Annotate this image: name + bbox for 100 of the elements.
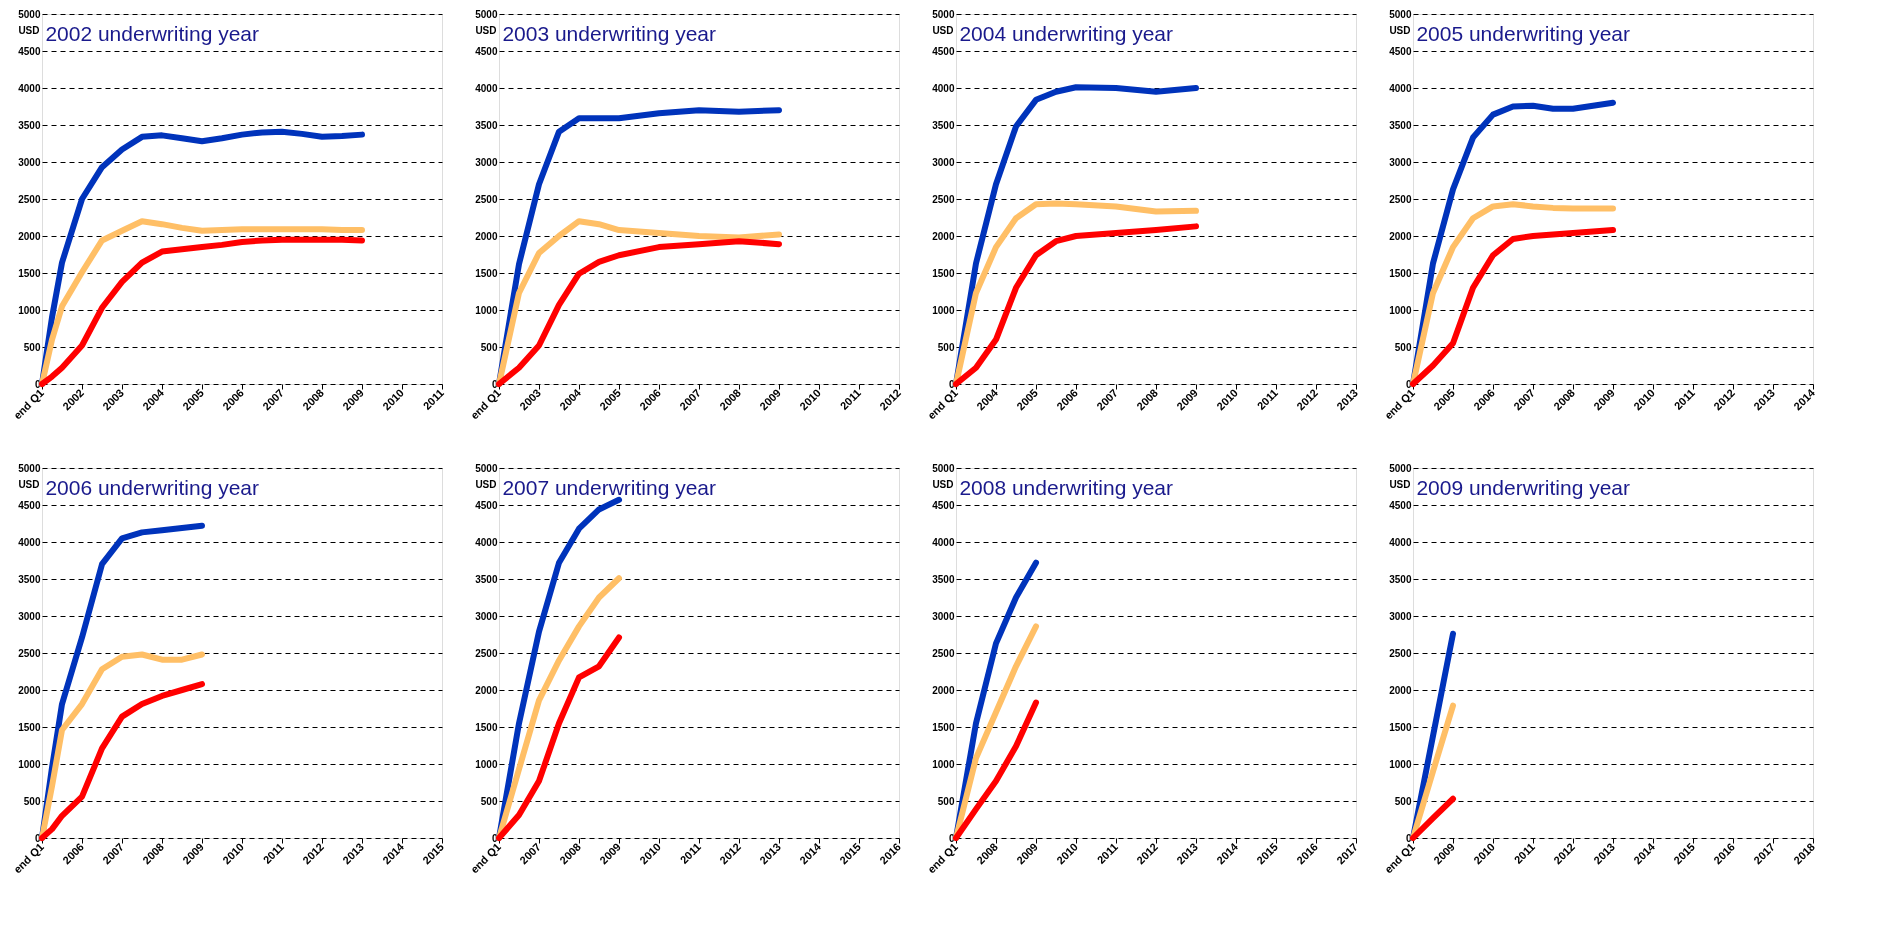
y-axis-title: USD [475,24,497,36]
y-tick-label: 2500 [932,193,955,205]
y-tick-label: 1000 [1389,758,1412,770]
y-tick-label: 500 [23,795,41,807]
y-tick-label: 1500 [18,721,41,733]
y-tick-label: 3000 [1389,156,1412,168]
x-tick-label: end Q1 [1382,840,1418,876]
y-tick-label: 500 [1394,341,1412,353]
y-tick-label: 2500 [18,193,41,205]
y-tick-label: 2000 [1389,230,1412,242]
y-tick-label: 1500 [475,721,498,733]
y-tick-label: 5000 [475,462,498,474]
y-tick-label: 5000 [475,8,498,20]
y-tick-label: 1000 [932,758,955,770]
y-tick-label: 2500 [1389,193,1412,205]
chart-title: 2005 underwriting year [1416,22,1631,45]
y-tick-label: 2000 [475,230,498,242]
y-tick-label: 2500 [475,193,498,205]
y-axis-title: USD [932,478,954,490]
y-tick-label: 500 [937,341,955,353]
y-axis-title: USD [475,478,497,490]
chart-title: 2009 underwriting year [1416,476,1631,499]
x-tick-label: end Q1 [11,386,47,422]
y-tick-label: 1500 [1389,721,1412,733]
y-tick-label: 500 [1394,795,1412,807]
x-tick-label: end Q1 [468,386,504,422]
y-tick-label: 1500 [932,721,955,733]
y-tick-label: 3500 [1389,119,1412,131]
y-tick-label: 4000 [475,536,498,548]
y-tick-label: 4500 [932,45,955,57]
y-tick-label: 4500 [18,45,41,57]
y-tick-label: 5000 [932,8,955,20]
y-axis-title: USD [18,478,40,490]
y-tick-label: 4500 [1389,45,1412,57]
y-axis-title: USD [18,24,40,36]
y-tick-label: 2500 [932,647,955,659]
y-tick-label: 5000 [1389,462,1412,474]
y-tick-label: 4000 [932,536,955,548]
y-tick-label: 1000 [18,304,41,316]
y-tick-label: 1000 [1389,304,1412,316]
y-tick-label: 4500 [932,499,955,511]
y-tick-label: 4000 [1389,536,1412,548]
y-tick-label: 1500 [18,267,41,279]
y-tick-label: 2500 [475,647,498,659]
y-tick-label: 2000 [932,684,955,696]
y-tick-label: 5000 [932,462,955,474]
y-tick-label: 4000 [475,82,498,94]
y-tick-label: 3000 [932,610,955,622]
y-tick-label: 1500 [932,267,955,279]
x-tick-label: end Q1 [468,840,504,876]
y-tick-label: 3500 [475,573,498,585]
y-tick-label: 500 [480,341,498,353]
y-tick-label: 1000 [932,304,955,316]
y-tick-label: 2500 [1389,647,1412,659]
y-axis-title: USD [1389,478,1411,490]
y-axis-title: USD [1389,24,1411,36]
y-tick-label: 5000 [18,8,41,20]
chart-title: 2006 underwriting year [45,476,260,499]
y-tick-label: 500 [23,341,41,353]
y-tick-label: 2000 [18,684,41,696]
y-tick-label: 3000 [18,156,41,168]
y-tick-label: 3500 [932,119,955,131]
y-tick-label: 1500 [1389,267,1412,279]
x-tick-label: end Q1 [11,840,47,876]
y-tick-label: 3000 [1389,610,1412,622]
y-tick-label: 4000 [18,536,41,548]
y-tick-label: 3000 [18,610,41,622]
chart-title: 2007 underwriting year [502,476,717,499]
y-tick-label: 4500 [475,499,498,511]
y-tick-label: 500 [480,795,498,807]
y-tick-label: 4500 [475,45,498,57]
y-tick-label: 3500 [18,573,41,585]
x-tick-label: end Q1 [925,840,961,876]
y-tick-label: 1000 [475,304,498,316]
y-tick-label: 2000 [18,230,41,242]
chart-title: 2008 underwriting year [959,476,1174,499]
y-tick-label: 3500 [1389,573,1412,585]
y-tick-label: 3500 [932,573,955,585]
chart-title: 2003 underwriting year [502,22,717,45]
y-tick-label: 5000 [18,462,41,474]
y-tick-label: 1000 [475,758,498,770]
y-tick-label: 3500 [475,119,498,131]
y-tick-label: 2000 [475,684,498,696]
y-tick-label: 2000 [932,230,955,242]
y-tick-label: 4500 [18,499,41,511]
y-tick-label: 1500 [475,267,498,279]
chart-title: 2002 underwriting year [45,22,260,45]
y-tick-label: 2000 [1389,684,1412,696]
y-tick-label: 1000 [18,758,41,770]
y-tick-label: 5000 [1389,8,1412,20]
y-tick-label: 4000 [1389,82,1412,94]
y-axis-title: USD [932,24,954,36]
y-tick-label: 3500 [18,119,41,131]
y-tick-label: 4500 [1389,499,1412,511]
y-tick-label: 500 [937,795,955,807]
y-tick-label: 4000 [18,82,41,94]
y-tick-label: 3000 [475,156,498,168]
y-tick-label: 4000 [932,82,955,94]
chart-title: 2004 underwriting year [959,22,1174,45]
y-tick-label: 2500 [18,647,41,659]
